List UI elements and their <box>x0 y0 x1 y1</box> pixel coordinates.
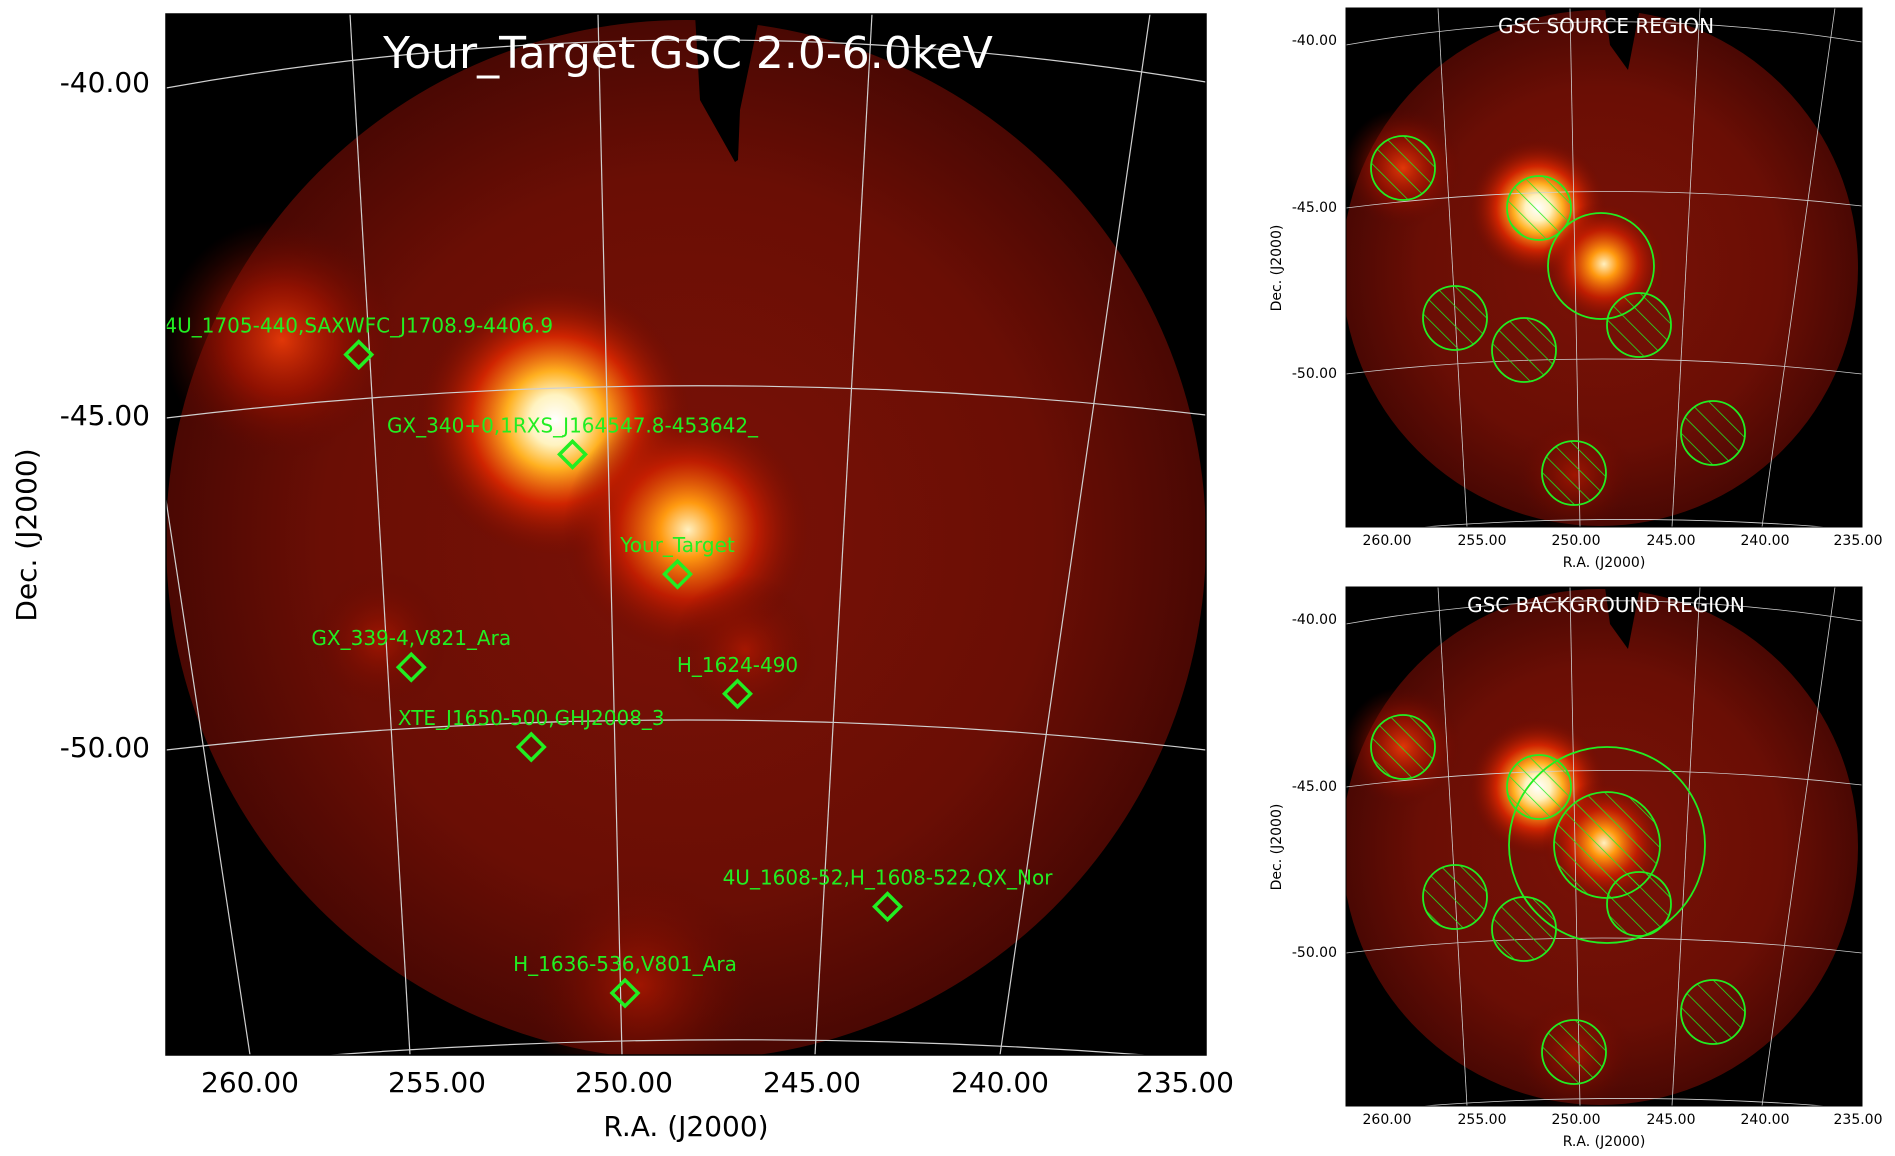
blob-4u1705 <box>166 220 402 460</box>
main-ytick-0: -40.00 <box>60 66 150 99</box>
main-xtick-1: 255.00 <box>388 1066 486 1099</box>
source-marker <box>515 731 547 763</box>
src-ylabel: Dec. (J2000) <box>1269 225 1285 312</box>
src-ytick-0: -40.00 <box>1292 33 1337 49</box>
bkg-exclusion-region <box>1370 714 1436 780</box>
coordinate-grid <box>166 14 1206 1055</box>
src-exclusion-region <box>1606 292 1672 358</box>
src-xtick-1: 255.00 <box>1458 533 1507 549</box>
bkg-exclusion-region <box>1606 871 1672 937</box>
main-xlabel: R.A. (J2000) <box>603 1110 768 1143</box>
bkg-xtick-1: 255.00 <box>1458 1112 1507 1128</box>
bkg-ytick-0: -40.00 <box>1292 612 1337 628</box>
blob-h1636 <box>520 865 760 1055</box>
src-frame <box>1345 7 1863 528</box>
main-ylabel: Dec. (J2000) <box>10 448 43 621</box>
source-label: 4U_1608-52,H_1608-522,QX_Nor <box>723 866 1054 890</box>
source-marker <box>609 977 641 1009</box>
src-exclusion-region <box>1506 175 1572 241</box>
src-ytick-2: -50.00 <box>1292 366 1337 382</box>
main-frame <box>165 13 1207 1056</box>
bkg-xtick-3: 245.00 <box>1647 1112 1696 1128</box>
source-region-panel: GSC SOURCE REGION -40.00 -45.00 -50.00 2… <box>1269 7 1883 571</box>
main-xtick-5: 235.00 <box>1136 1066 1234 1099</box>
source-label: 4U_1705-440,SAXWFC_J1708.9-4406.9 <box>164 314 553 338</box>
src-exclusion-region <box>1491 317 1557 383</box>
bkg-exclusion-region <box>1541 1019 1607 1085</box>
src-exclusion-region <box>1422 285 1488 351</box>
src-regions <box>1370 135 1746 506</box>
main-title: Your_Target GSC 2.0-6.0keV <box>382 28 993 79</box>
bkg-ylabel: Dec. (J2000) <box>1269 804 1285 891</box>
bkg-exclusion-region <box>1491 896 1557 962</box>
src-xtick-2: 250.00 <box>1552 533 1601 549</box>
source-label: GX_339-4,V821_Ara <box>311 626 511 650</box>
bkg-exclusion-region <box>1422 864 1488 930</box>
bkg-xtick-5: 235.00 <box>1834 1112 1883 1128</box>
main-image: 4U_1705-440,SAXWFC_J1708.9-4406.9 GX_340+… <box>164 14 1206 1055</box>
bkg-xtick-4: 240.00 <box>1741 1112 1790 1128</box>
main-panel: 4U_1705-440,SAXWFC_J1708.9-4406.9 GX_340+… <box>10 13 1234 1143</box>
source-label: H_1624-490 <box>677 653 798 677</box>
src-exposure-notch <box>1605 8 1640 70</box>
source-marker <box>395 651 427 683</box>
src-xtick-4: 240.00 <box>1741 533 1790 549</box>
source-label: Your_Target <box>619 533 735 557</box>
bkg-ytick-2: -50.00 <box>1292 945 1337 961</box>
main-xtick-0: 260.00 <box>201 1066 299 1099</box>
main-ytick-2: -50.00 <box>60 731 150 764</box>
source-marker <box>343 339 375 371</box>
src-xtick-0: 260.00 <box>1363 533 1412 549</box>
main-xtick-4: 240.00 <box>951 1066 1049 1099</box>
main-ytick-1: -45.00 <box>60 399 150 432</box>
bkg-regions <box>1370 714 1746 1085</box>
main-xtick-3: 245.00 <box>763 1066 861 1099</box>
bkg-exclusion-region <box>1506 754 1572 820</box>
bkg-background-region <box>1508 746 1706 944</box>
src-image <box>1346 8 1862 527</box>
source-marker <box>557 438 588 470</box>
bkg-frame <box>1345 586 1863 1107</box>
src-xtick-5: 235.00 <box>1834 533 1883 549</box>
src-exclusion-region <box>1541 440 1607 506</box>
bkg-image <box>1346 587 1862 1106</box>
source-marker <box>872 891 903 923</box>
src-title: GSC SOURCE REGION <box>1498 14 1714 38</box>
bkg-title: GSC BACKGROUND REGION <box>1467 593 1745 617</box>
blob-h1624 <box>670 575 820 725</box>
bkg-exposure-notch <box>1605 587 1640 649</box>
source-label: XTE_J1650-500,GHJ2008_3 <box>398 706 665 730</box>
source-marker <box>722 678 753 710</box>
src-ytick-1: -45.00 <box>1292 200 1337 216</box>
exposure-notch <box>695 14 760 162</box>
source-markers: 4U_1705-440,SAXWFC_J1708.9-4406.9 GX_340+… <box>164 314 1054 1009</box>
bkg-exclusion-region <box>1680 979 1746 1045</box>
source-label: GX_340+0,1RXS_J164547.8-453642_ <box>387 413 759 437</box>
bkg-xlabel: R.A. (J2000) <box>1563 1134 1646 1150</box>
source-marker <box>662 558 693 590</box>
src-xlabel: R.A. (J2000) <box>1563 555 1646 571</box>
main-xtick-2: 250.00 <box>575 1066 673 1099</box>
src-exclusion-region <box>1680 400 1746 466</box>
source-label: H_1636-536,V801_Ara <box>513 952 737 976</box>
src-exclusion-region <box>1370 135 1436 201</box>
src-grid <box>1346 8 1862 527</box>
bkg-xtick-2: 250.00 <box>1552 1112 1601 1128</box>
background-region-panel: GSC BACKGROUND REGION -40.00 -45.00 -50.… <box>1269 586 1883 1150</box>
src-xtick-3: 245.00 <box>1647 533 1696 549</box>
src-source-region <box>1547 212 1655 320</box>
bkg-ytick-1: -45.00 <box>1292 779 1337 795</box>
bkg-xtick-0: 260.00 <box>1363 1112 1412 1128</box>
